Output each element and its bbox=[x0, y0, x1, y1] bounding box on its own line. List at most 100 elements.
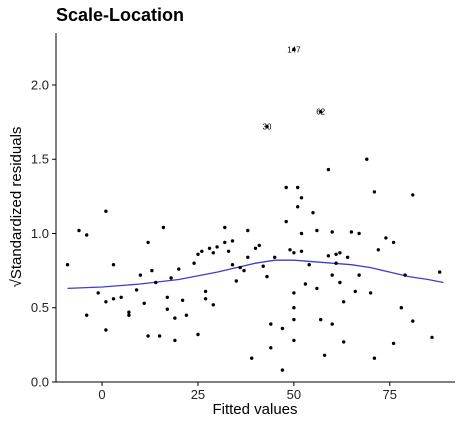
data-point bbox=[391, 341, 396, 346]
data-point bbox=[269, 322, 273, 326]
data-point bbox=[223, 240, 227, 245]
data-point bbox=[349, 230, 354, 234]
data-point bbox=[169, 276, 173, 280]
data-point bbox=[353, 289, 357, 294]
data-point bbox=[96, 291, 100, 295]
data-point bbox=[403, 273, 407, 277]
data-point bbox=[261, 264, 265, 268]
outlier-point bbox=[319, 110, 323, 114]
data-point bbox=[111, 297, 116, 301]
data-point bbox=[299, 196, 304, 200]
data-point bbox=[292, 338, 296, 343]
data-point bbox=[280, 326, 285, 331]
data-point bbox=[265, 274, 269, 279]
x-tick-label: 50 bbox=[287, 387, 301, 402]
data-point bbox=[161, 225, 166, 230]
data-point bbox=[303, 282, 308, 286]
data-point bbox=[196, 252, 200, 256]
data-point bbox=[342, 340, 346, 344]
smooth-trend-line bbox=[67, 259, 444, 290]
data-point bbox=[127, 310, 131, 314]
data-point bbox=[142, 301, 146, 305]
data-point bbox=[154, 280, 158, 285]
data-point bbox=[203, 289, 208, 294]
data-point bbox=[357, 273, 361, 277]
data-points bbox=[65, 157, 442, 372]
outlier-label: 30 bbox=[263, 123, 272, 132]
y-tick-label: 1.5 bbox=[31, 152, 49, 167]
data-point bbox=[292, 317, 296, 322]
data-point bbox=[234, 279, 238, 283]
data-point bbox=[242, 268, 246, 273]
data-point bbox=[292, 251, 296, 255]
data-point bbox=[226, 249, 231, 253]
outlier-label: 62 bbox=[316, 108, 325, 117]
data-point bbox=[330, 273, 334, 277]
data-point bbox=[173, 316, 177, 320]
data-point bbox=[411, 319, 415, 323]
data-point bbox=[85, 233, 89, 237]
data-point bbox=[180, 298, 185, 302]
y-axis-ticks: 0.0 0.5 1.0 1.5 2.0 bbox=[31, 77, 56, 390]
data-point bbox=[177, 267, 181, 271]
outlier-labels: 147 62 30 bbox=[263, 45, 326, 131]
data-point bbox=[269, 346, 273, 350]
data-point bbox=[296, 185, 300, 190]
x-axis-label: Fitted values bbox=[212, 401, 297, 418]
data-point bbox=[338, 280, 342, 285]
outlier-point bbox=[265, 124, 269, 129]
data-point bbox=[65, 263, 70, 267]
data-point bbox=[322, 353, 327, 357]
data-point bbox=[372, 356, 377, 360]
y-tick-label: 0.5 bbox=[31, 300, 49, 315]
data-point bbox=[330, 230, 334, 234]
data-point bbox=[192, 261, 196, 265]
data-point bbox=[384, 236, 388, 240]
data-point bbox=[273, 255, 277, 259]
data-point bbox=[238, 265, 242, 270]
data-point bbox=[334, 252, 338, 256]
data-point bbox=[104, 300, 108, 304]
data-point bbox=[399, 306, 403, 310]
x-tick-label: 25 bbox=[191, 387, 205, 402]
data-point bbox=[203, 297, 208, 301]
y-tick-label: 1.0 bbox=[31, 226, 49, 241]
data-point bbox=[296, 205, 300, 209]
x-tick-label: 75 bbox=[383, 387, 397, 402]
data-point bbox=[326, 254, 331, 258]
data-point bbox=[391, 240, 396, 245]
data-point bbox=[299, 249, 304, 253]
data-point bbox=[250, 356, 254, 360]
data-point bbox=[345, 255, 350, 259]
data-point bbox=[326, 167, 331, 172]
data-point bbox=[211, 251, 215, 255]
data-point bbox=[215, 245, 219, 249]
data-point bbox=[138, 273, 143, 277]
data-point bbox=[246, 228, 250, 233]
data-point bbox=[338, 251, 342, 255]
data-point bbox=[257, 243, 261, 248]
data-point bbox=[230, 263, 235, 267]
data-point bbox=[165, 307, 169, 311]
data-point bbox=[77, 228, 81, 233]
data-point bbox=[284, 219, 288, 224]
outlier-label: 147 bbox=[287, 45, 301, 54]
data-point bbox=[211, 303, 215, 307]
data-point bbox=[372, 190, 377, 194]
data-point bbox=[223, 225, 227, 230]
data-point bbox=[127, 313, 131, 317]
data-point bbox=[173, 338, 177, 343]
data-point bbox=[165, 295, 169, 299]
data-point bbox=[299, 231, 304, 236]
data-point bbox=[411, 193, 415, 197]
data-point bbox=[368, 291, 373, 295]
data-point bbox=[134, 288, 139, 292]
x-axis-ticks: 0 25 50 75 bbox=[98, 382, 397, 402]
data-point bbox=[207, 246, 212, 250]
data-point bbox=[150, 268, 154, 273]
data-point bbox=[119, 295, 123, 299]
data-point bbox=[230, 239, 235, 243]
data-point bbox=[315, 286, 319, 291]
outlier-point bbox=[292, 47, 296, 51]
